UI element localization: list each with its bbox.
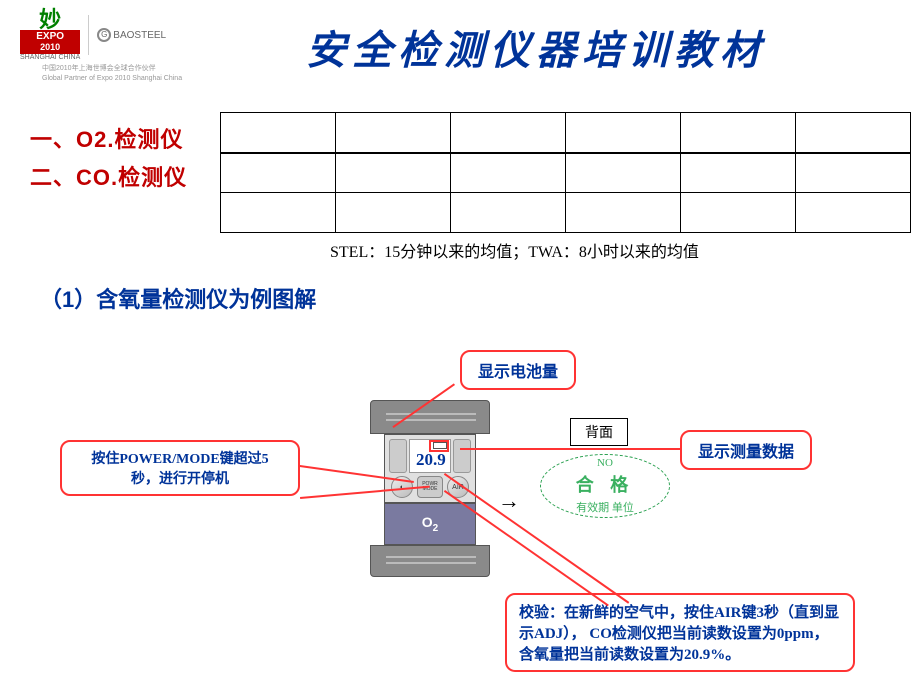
logo-subtitle-en: Global Partner of Expo 2010 Shanghai Chi…: [42, 75, 182, 82]
callout-measure: 显示测量数据: [680, 430, 812, 470]
device-reading: 20.9: [416, 450, 446, 470]
expo-city: SHANGHAI CHINA: [20, 54, 80, 61]
expo-logo: 妙 EXPO2010 SHANGHAI CHINA: [20, 10, 80, 61]
table-caption: STEL：15分钟以来的均值；TWA：8小时以来的均值: [330, 238, 699, 262]
slide-header: 妙 EXPO2010 SHANGHAI CHINA G BAOSTEEL 中国2…: [0, 0, 920, 82]
qualification-stamp: NO 合 格 有效期 单位: [540, 454, 670, 518]
main-title: 安全检测仪器培训教材: [182, 10, 920, 76]
expo-text: EXPO2010: [20, 30, 80, 54]
back-face-label: 背面: [570, 418, 628, 446]
callout-battery: 显示电池量: [460, 350, 576, 390]
device-o2-label: O2: [384, 503, 476, 545]
device-left-side-btn: [389, 439, 407, 473]
logo-subtitle-cn: 中国2010年上海世博会全球合作伙伴: [42, 63, 182, 73]
device-bottom-cap: [370, 545, 490, 577]
baosteel-logo: G BAOSTEEL: [97, 28, 166, 42]
stamp-qualified: 合 格: [541, 471, 669, 497]
callout-calibrate: 校验：在新鲜的空气中，按住AIR键3秒（直到显示ADJ）， CO检测仪把当前读数…: [505, 593, 855, 672]
logos-block: 妙 EXPO2010 SHANGHAI CHINA G BAOSTEEL 中国2…: [20, 10, 182, 82]
device-screen: 20.9: [409, 439, 451, 473]
expo-symbol: 妙: [20, 10, 80, 30]
device-right-side-btn: [453, 439, 471, 473]
device-top-cap: [370, 400, 490, 434]
stamp-no: NO: [541, 457, 669, 469]
device-body: 20.9 ◐ POWRMODE AIR: [384, 434, 476, 503]
stamp-fields: 有效期 单位: [541, 499, 669, 515]
leader-line: [460, 448, 680, 450]
data-grid: [220, 112, 911, 233]
callout-power: 按住POWER/MODE键超过5秒，进行开停机: [60, 440, 300, 496]
arrow-icon: →: [498, 488, 520, 514]
section-heading: （1）含氧量检测仪为例图解: [40, 282, 316, 314]
logo-divider: [88, 15, 89, 55]
battery-highlight: [429, 440, 449, 452]
